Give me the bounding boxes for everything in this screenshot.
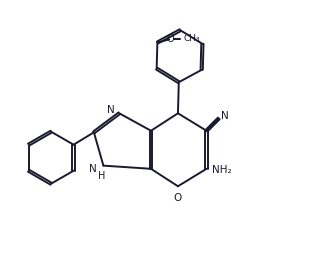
Text: O: O bbox=[174, 193, 182, 203]
Text: H: H bbox=[98, 171, 106, 181]
Text: N: N bbox=[221, 111, 229, 121]
Text: N: N bbox=[107, 105, 115, 115]
Text: CH₃: CH₃ bbox=[184, 34, 200, 43]
Text: NH₂: NH₂ bbox=[212, 165, 232, 175]
Text: O: O bbox=[167, 34, 174, 44]
Text: N: N bbox=[89, 164, 97, 175]
